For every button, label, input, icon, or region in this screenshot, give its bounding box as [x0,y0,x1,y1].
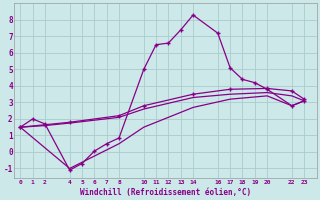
X-axis label: Windchill (Refroidissement éolien,°C): Windchill (Refroidissement éolien,°C) [80,188,251,197]
